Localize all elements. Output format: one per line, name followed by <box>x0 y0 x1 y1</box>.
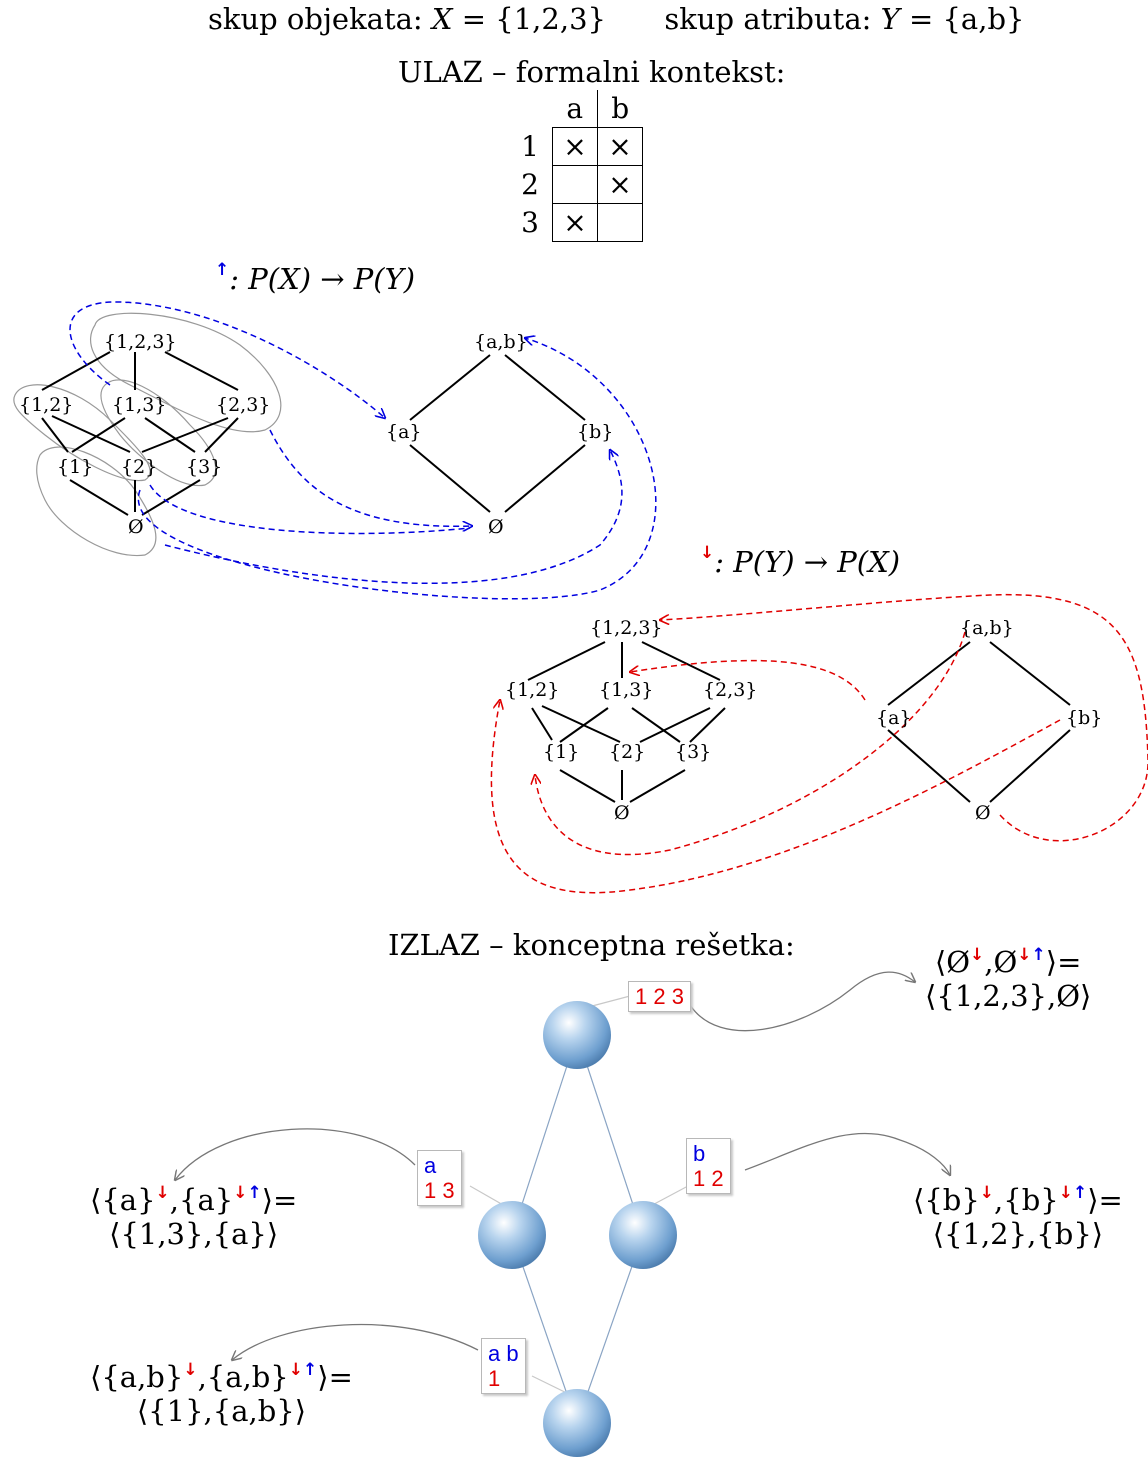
up-mapping-arrows <box>69 301 657 600</box>
row-header-1: 1 <box>521 130 539 163</box>
objects-label: skup objekata: <box>208 2 432 36</box>
formula-ab-line2: ⟨{1},{a,b}⟩ <box>136 1394 307 1428</box>
py-node-ab: {a,b} <box>474 331 528 353</box>
formula-a-line1: ⟨{a}↓,{a}↓↑⟩= <box>90 1183 298 1217</box>
row-header-3: 3 <box>521 206 539 239</box>
concept-attributes: a <box>424 1153 437 1178</box>
py2-node-ab: {a,b} <box>960 617 1014 639</box>
formula-top-line2: ⟨{1,2,3},Ø⟩ <box>925 979 1092 1013</box>
px-node-3: {3} <box>186 456 223 478</box>
px-node-empty: Ø <box>128 516 144 538</box>
formula-b-line1: ⟨{b}↓,{b}↓↑⟩= <box>913 1183 1123 1217</box>
context-cell: × <box>552 127 598 166</box>
px2-node-123: {1,2,3} <box>590 617 663 639</box>
py2-node-empty: Ø <box>975 802 991 824</box>
concept-label-top: 1 2 3 <box>628 981 691 1012</box>
input-title: ULAZ – formalni kontekst: <box>398 55 786 89</box>
down-map-diagram <box>490 593 1148 894</box>
px-node-123: {1,2,3} <box>104 331 177 353</box>
concept-lattice <box>0 971 1148 1457</box>
formula-b: ⟨{b}↓,{b}↓↑⟩= ⟨{1,2},{b}⟩ <box>913 1183 1123 1251</box>
attributes-var: Y <box>880 2 900 36</box>
py2-node-a: {a} <box>876 707 912 729</box>
powerset-x-edges-2 <box>527 641 726 803</box>
context-cell <box>597 203 643 242</box>
up-map-text: : P(X) → P(Y) <box>229 262 416 296</box>
down-map-text: : P(Y) → P(X) <box>714 545 901 579</box>
up-map-title: ↑: P(X) → P(Y) <box>215 260 416 296</box>
formula-ab-line1: ⟨{a,b}↓,{a,b}↓↑⟩= <box>90 1360 353 1394</box>
context-cell: × <box>597 165 643 204</box>
concept-node-a <box>478 1201 546 1269</box>
context-cell: × <box>552 203 598 242</box>
formula-a-line2: ⟨{1,3},{a}⟩ <box>109 1217 279 1251</box>
attributes-label: skup atributa: <box>664 2 881 36</box>
objects-set: = {1,2,3} <box>452 2 606 36</box>
up-map-diagram <box>13 301 657 600</box>
formula-pointer-arrows <box>175 971 950 1360</box>
concept-objects: 1 2 <box>693 1166 724 1191</box>
header-sets: skup objekata: X = {1,2,3} skup atributa… <box>208 2 1024 36</box>
concept-attributes: a b <box>488 1341 519 1366</box>
up-arrow-icon: ↑ <box>215 260 230 280</box>
formula-a: ⟨{a}↓,{a}↓↑⟩= ⟨{1,3},{a}⟩ <box>90 1183 297 1251</box>
equivalence-class-outlines <box>13 312 282 557</box>
py-node-empty: Ø <box>488 516 504 538</box>
px2-node-3: {3} <box>675 741 712 763</box>
formal-context-table: a b 1 × × 2 × 3 × <box>508 90 643 242</box>
column-header-a: a <box>566 92 584 125</box>
px2-node-23: {2,3} <box>703 679 758 701</box>
column-header-b: b <box>597 90 643 128</box>
px2-node-2: {2} <box>609 741 646 763</box>
formula-top-line1: ⟨Ø↓,Ø↓↑⟩= <box>934 945 1082 979</box>
powerset-x-edges <box>41 351 239 516</box>
py-node-a: {a} <box>386 421 422 443</box>
concept-objects: 1 <box>488 1366 501 1391</box>
px-node-13: {1,3} <box>112 394 167 416</box>
px-node-1: {1} <box>57 456 94 478</box>
concept-objects: 1 2 3 <box>635 984 684 1009</box>
px-node-12: {1,2} <box>19 394 74 416</box>
px-node-2: {2} <box>121 456 158 478</box>
formula-top: ⟨Ø↓,Ø↓↑⟩= ⟨{1,2,3},Ø⟩ <box>925 945 1091 1013</box>
py-node-b: {b} <box>577 421 614 443</box>
down-map-title: ↓: P(Y) → P(X) <box>700 543 901 579</box>
py2-node-b: {b} <box>1066 707 1103 729</box>
formula-b-line2: ⟨{1,2},{b}⟩ <box>932 1217 1104 1251</box>
px2-node-12: {1,2} <box>505 679 560 701</box>
px-node-23: {2,3} <box>216 394 271 416</box>
concept-attributes: b <box>693 1141 706 1166</box>
context-cell <box>552 165 598 204</box>
concept-objects: 1 3 <box>424 1178 455 1203</box>
formula-ab: ⟨{a,b}↓,{a,b}↓↑⟩= ⟨{1},{a,b}⟩ <box>90 1360 353 1428</box>
objects-var: X <box>431 2 453 36</box>
powerset-y-edges-2 <box>887 641 1071 803</box>
down-mapping-arrows <box>490 593 1148 894</box>
concept-node-bottom <box>543 1389 611 1457</box>
attributes-set: = {a,b} <box>899 2 1025 36</box>
output-title: IZLAZ – konceptna rešetka: <box>388 928 795 962</box>
concept-node-top <box>543 1001 611 1069</box>
concept-node-b <box>609 1201 677 1269</box>
concept-label-a: a 1 3 <box>417 1150 462 1206</box>
px2-node-empty: Ø <box>614 802 630 824</box>
px2-node-13: {1,3} <box>599 679 654 701</box>
concept-label-ab: a b 1 <box>481 1338 526 1394</box>
concept-label-b: b 1 2 <box>686 1138 731 1194</box>
row-header-2: 2 <box>521 168 539 201</box>
px2-node-1: {1} <box>543 741 580 763</box>
powerset-y-edges <box>409 354 586 513</box>
context-cell: × <box>597 127 643 166</box>
down-arrow-icon: ↓ <box>700 543 715 563</box>
